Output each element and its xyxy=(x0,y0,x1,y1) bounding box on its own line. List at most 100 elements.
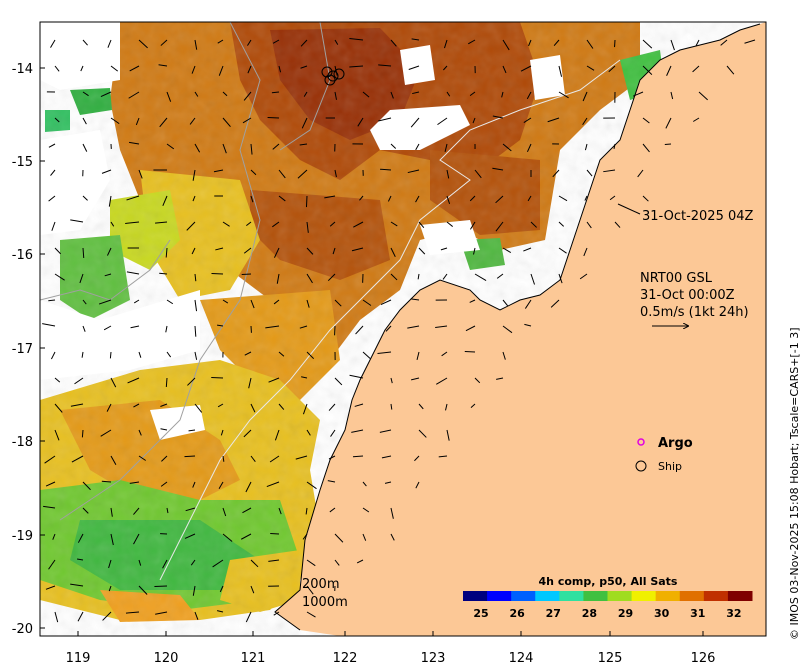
current-vector xyxy=(306,429,311,436)
current-vector xyxy=(418,221,425,229)
current-vector xyxy=(444,39,448,49)
current-vector xyxy=(302,533,308,540)
lon-tick-label: 123 xyxy=(421,651,446,666)
current-vector xyxy=(222,533,233,542)
argo-marker-icon xyxy=(637,438,645,446)
current-vector xyxy=(418,403,424,410)
current-vector xyxy=(692,65,700,73)
current-vector xyxy=(614,221,621,228)
current-vector xyxy=(417,273,420,280)
current-vector xyxy=(492,115,504,119)
current-vector xyxy=(442,273,448,280)
current-vector xyxy=(468,39,476,45)
current-vector xyxy=(42,323,56,327)
current-vector xyxy=(300,39,308,47)
colorbar-segment xyxy=(583,591,608,601)
current-vector xyxy=(194,39,198,50)
current-vector xyxy=(301,117,308,129)
current-vector xyxy=(217,39,224,44)
current-vector xyxy=(411,38,420,41)
current-vector xyxy=(558,65,563,77)
current-vector xyxy=(502,247,512,253)
lat-tick-label: -15 xyxy=(12,155,33,170)
current-vector xyxy=(166,299,174,305)
current-vector xyxy=(155,611,168,615)
ship-markers xyxy=(321,66,345,86)
current-vector xyxy=(48,559,56,570)
current-vector xyxy=(82,481,91,491)
current-vector xyxy=(469,195,476,202)
current-vector xyxy=(496,273,504,279)
current-vector xyxy=(101,169,112,174)
current-vector xyxy=(48,195,56,202)
current-vector xyxy=(349,374,364,379)
current-vector xyxy=(127,377,140,384)
current-vector xyxy=(51,221,56,231)
current-vector xyxy=(305,507,308,515)
current-vector xyxy=(250,455,256,463)
current-vector xyxy=(74,377,84,385)
current-vector xyxy=(445,403,448,411)
current-vector xyxy=(501,91,504,98)
current-vector xyxy=(77,533,84,543)
current-vector xyxy=(349,65,364,68)
current-vector xyxy=(190,559,196,566)
current-vector xyxy=(492,167,504,171)
current-vector xyxy=(126,195,140,201)
current-vector xyxy=(194,611,199,620)
current-vector xyxy=(437,117,448,126)
colorbar-tick-label: 25 xyxy=(473,607,488,620)
current-vector xyxy=(334,169,337,178)
current-vector xyxy=(273,299,280,305)
current-vector xyxy=(222,299,229,304)
current-vector xyxy=(242,507,252,514)
current-vector xyxy=(327,480,336,483)
current-vector xyxy=(665,117,672,129)
current-vector xyxy=(502,65,507,74)
current-vector xyxy=(502,299,509,307)
current-vector xyxy=(103,325,112,331)
current-vector xyxy=(356,559,364,564)
current-vector xyxy=(81,429,84,438)
colorbar-segment xyxy=(463,591,488,601)
current-vector xyxy=(77,611,84,622)
current-vector xyxy=(110,455,117,466)
current-vector xyxy=(299,143,308,146)
current-vector xyxy=(250,299,255,309)
current-vector xyxy=(436,377,448,385)
current-vector xyxy=(637,169,644,178)
current-vector xyxy=(272,39,280,44)
current-vector xyxy=(250,195,254,203)
current-vector xyxy=(390,273,398,281)
lat-axis: -14 -15 -16 -17 -18 -19 -20 xyxy=(12,62,45,637)
current-vector xyxy=(82,247,85,259)
current-vector xyxy=(586,39,594,49)
bathymetry-contours xyxy=(40,22,621,581)
current-vector xyxy=(155,221,168,224)
current-vector xyxy=(418,429,427,438)
current-vector xyxy=(586,221,592,229)
current-vector xyxy=(129,65,140,72)
current-vector xyxy=(250,585,255,594)
current-vector xyxy=(185,507,196,512)
current-vector xyxy=(378,64,392,67)
current-vector xyxy=(76,558,84,561)
current-vector xyxy=(306,559,316,567)
current-vector xyxy=(469,91,476,97)
current-vector xyxy=(192,195,196,202)
current-vector xyxy=(470,403,476,408)
current-vector xyxy=(158,64,168,67)
current-vectors xyxy=(42,37,756,623)
current-vector xyxy=(379,429,392,433)
lon-tick-label: 121 xyxy=(241,651,266,666)
current-vector xyxy=(609,195,616,201)
current-vector xyxy=(334,299,342,307)
current-vector xyxy=(272,221,280,228)
map-area xyxy=(40,22,766,636)
current-vector xyxy=(243,91,252,101)
current-vector xyxy=(110,117,120,125)
current-vector xyxy=(410,117,420,128)
current-vector xyxy=(415,195,420,203)
current-vector xyxy=(217,403,224,408)
current-vector xyxy=(138,39,148,49)
